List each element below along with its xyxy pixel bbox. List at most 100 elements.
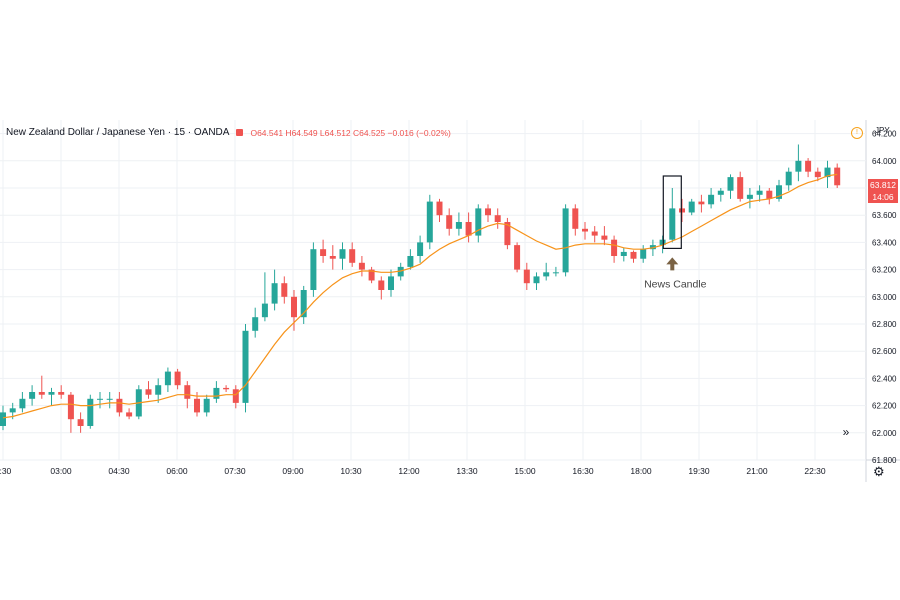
candle-body	[805, 160, 812, 172]
candle-body	[698, 201, 705, 205]
candle-body	[688, 201, 695, 213]
candle-body	[640, 249, 647, 259]
candle-body	[523, 269, 530, 284]
x-tick-label: 16:30	[572, 466, 594, 476]
candle-body	[436, 201, 443, 216]
candle-body	[126, 412, 133, 417]
candle-body	[776, 185, 782, 199]
candle-body	[58, 392, 65, 395]
candle-body	[669, 208, 676, 240]
candle-body	[591, 231, 598, 236]
candle-body	[824, 167, 831, 178]
candle-body	[388, 276, 394, 290]
x-tick-label: 13:30	[456, 466, 478, 476]
candle-body	[164, 371, 171, 386]
candle-body	[358, 262, 365, 270]
candle-body	[455, 222, 462, 229]
scroll-to-realtime-icon[interactable]: »	[842, 425, 850, 439]
y-tick-label: 62.600	[872, 347, 897, 356]
candle-body	[300, 290, 307, 318]
candle-body	[339, 249, 346, 259]
candle-body	[174, 371, 181, 386]
candle-body	[87, 398, 94, 426]
alert-icon[interactable]: !	[851, 127, 863, 139]
x-tick-label: 10:30	[340, 466, 362, 476]
symbol-title[interactable]: New Zealand Dollar / Japanese Yen · 15 ·…	[6, 127, 230, 138]
candle-body	[601, 235, 608, 240]
candle-body	[184, 385, 191, 399]
candle-body	[572, 208, 579, 229]
x-tick-label: 04:30	[108, 466, 130, 476]
candle-body	[649, 245, 656, 250]
currency-label[interactable]: JPY	[875, 126, 890, 135]
candle-body	[446, 215, 453, 229]
candle-body	[659, 239, 666, 246]
y-tick-label: 63.000	[872, 293, 897, 302]
y-tick-label: 62.000	[872, 429, 897, 438]
x-tick-label: 18:00	[630, 466, 652, 476]
news-candle-highlight-box	[662, 175, 682, 250]
candle-body	[708, 194, 715, 205]
candle-body	[630, 251, 637, 259]
candle-body	[9, 408, 16, 413]
price-chart[interactable]: 61.800 62.000 62.200 62.400 62.600 62.800 63.0…	[0, 120, 900, 482]
candle-body	[514, 245, 521, 270]
candle-body	[232, 389, 239, 403]
x-tick-label: 12:00	[398, 466, 420, 476]
candle-body	[155, 385, 162, 395]
candle-body	[242, 330, 249, 403]
candle-body	[252, 317, 259, 331]
candle-body	[213, 387, 220, 399]
x-tick-label: 03:00	[50, 466, 72, 476]
candle-body	[48, 392, 55, 395]
y-tick-label: 63.400	[872, 238, 897, 247]
candle-body	[29, 392, 36, 399]
candle-body	[814, 171, 821, 178]
candle-body	[475, 208, 482, 236]
moving-average-line	[2, 173, 838, 419]
y-tick-label: 62.800	[872, 320, 897, 329]
candle-body	[19, 398, 26, 409]
candle-body	[785, 171, 792, 186]
candle-body	[737, 177, 744, 199]
candle-body	[562, 208, 569, 273]
candle-body	[795, 160, 802, 172]
candle-body	[329, 256, 336, 259]
candle-body	[320, 249, 327, 256]
market-status-icon	[236, 129, 244, 136]
candle-body	[766, 190, 773, 199]
candle-body	[378, 280, 385, 290]
gear-icon[interactable]: ⚙	[873, 464, 885, 479]
news-candle-label: News Candle	[644, 278, 707, 290]
candle-body	[834, 167, 841, 186]
candle-body	[368, 269, 375, 281]
x-tick-label: 21:00	[746, 466, 768, 476]
up-arrow-icon	[666, 257, 679, 271]
candle-body	[194, 398, 200, 413]
x-tick-label: 19:30	[688, 466, 710, 476]
candle-body	[582, 228, 588, 232]
candle-body	[145, 389, 152, 395]
x-tick-label: 09:00	[282, 466, 304, 476]
candle-body	[310, 249, 317, 290]
candle-body	[116, 398, 123, 413]
y-tick-label: 61.800	[872, 456, 897, 465]
candle-body	[620, 251, 627, 256]
candle-body	[349, 249, 356, 263]
ohlc-readout: O64.541 H64.549 L64.512 C64.525 −0.016 (…	[250, 127, 451, 138]
x-tick-label: 22:30	[804, 466, 826, 476]
candle-body	[679, 208, 685, 213]
candle-body	[77, 419, 84, 426]
last-price-badge: 63.812	[868, 179, 898, 192]
bar-countdown-badge: 14:06	[868, 191, 898, 204]
candle-body	[291, 296, 297, 318]
candle-body	[407, 256, 414, 267]
candle-body	[67, 394, 74, 420]
candle-body	[38, 392, 45, 395]
candle-body	[756, 190, 763, 195]
candle-body	[465, 222, 472, 236]
y-tick-label: 62.200	[872, 402, 897, 411]
candle-body	[746, 194, 753, 199]
candle-body	[223, 387, 230, 390]
candle-body	[106, 398, 113, 400]
